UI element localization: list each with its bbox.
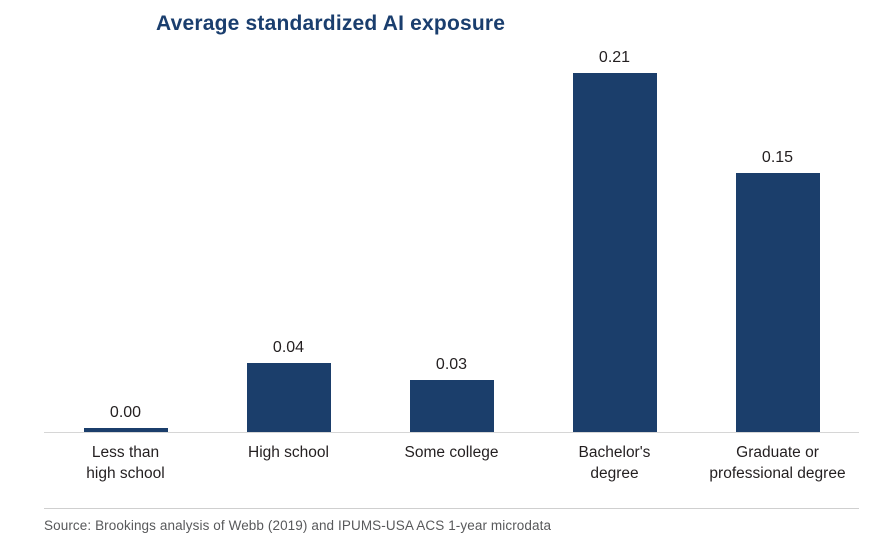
bar-value-label: 0.04 <box>272 339 305 356</box>
category-label: High school <box>248 444 329 461</box>
bar-value-label: 0.03 <box>435 356 468 373</box>
bar <box>83 428 168 432</box>
source-footer: Source: Brookings analysis of Webb (2019… <box>44 508 859 533</box>
bar <box>572 73 657 432</box>
bar <box>409 380 494 432</box>
bar-chart: 0.00 0.04 0.03 0.21 0.15 Less than high scho… <box>44 50 859 485</box>
plot-bars-area: 0.00 0.04 0.03 0.21 0.15 <box>44 50 859 433</box>
bar-value-label: 0.21 <box>598 49 631 66</box>
bar <box>735 173 820 432</box>
bar-column: 0.00 <box>44 50 207 432</box>
bar-column: 0.03 <box>370 50 533 432</box>
chart-title: Average standardized AI exposure <box>156 12 506 35</box>
bar-column: 0.04 <box>207 50 370 432</box>
category-label: Less than high school <box>86 444 165 482</box>
x-axis-labels: Less than high school High school Some col… <box>44 443 859 485</box>
bar-column: 0.15 <box>696 50 859 432</box>
category-label: Graduate or professional degree <box>709 444 846 482</box>
source-note: Source: Brookings analysis of Webb (2019… <box>44 518 552 533</box>
category-label: Bachelor's degree <box>578 444 651 482</box>
bar <box>246 363 331 432</box>
bar-column: 0.21 <box>533 50 696 432</box>
bar-value-label: 0.00 <box>109 404 142 421</box>
bar-value-label: 0.15 <box>761 149 794 166</box>
category-label: Some college <box>404 444 499 461</box>
